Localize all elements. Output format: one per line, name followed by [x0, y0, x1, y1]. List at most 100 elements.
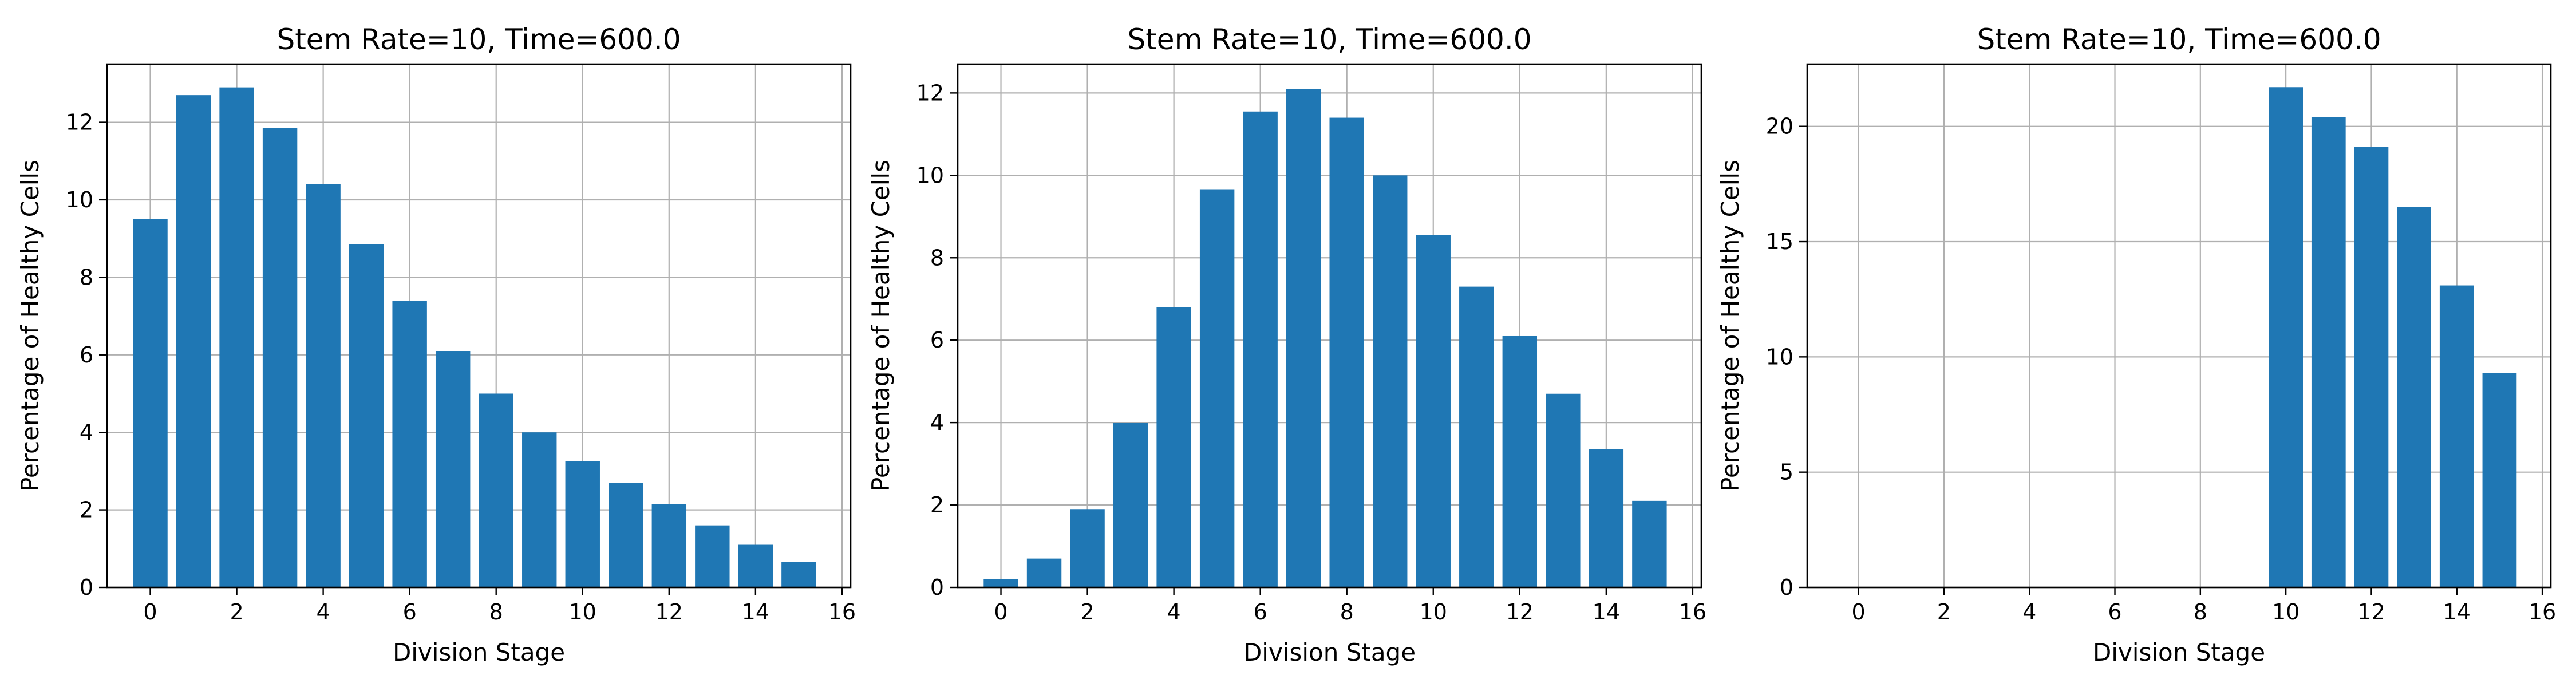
- x-axis-label: Division Stage: [393, 638, 565, 666]
- axes-frame: [957, 63, 1702, 589]
- x-tick-label: 14: [2443, 599, 2471, 625]
- bar: [435, 351, 471, 587]
- bar: [1070, 509, 1105, 587]
- bar: [2439, 285, 2474, 587]
- bar: [1502, 335, 1538, 587]
- y-tick-label: 2: [930, 492, 944, 518]
- chart-title: Stem Rate=10, Time=600.0: [1127, 23, 1531, 56]
- y-tick-label: 15: [1766, 229, 1793, 254]
- chart-title: Stem Rate=10, Time=600.0: [276, 23, 681, 56]
- bar: [1199, 189, 1235, 588]
- bar: [2269, 87, 2303, 588]
- x-tick-label: 12: [1506, 599, 1534, 625]
- x-tick-label: 2: [1937, 599, 1951, 625]
- y-tick-label: 6: [930, 327, 944, 353]
- x-tick-label: 6: [1254, 599, 1267, 625]
- bar: [479, 393, 513, 587]
- y-tick-label: 8: [930, 245, 944, 270]
- bar: [1329, 117, 1364, 587]
- bar: [1459, 286, 1494, 588]
- bar: [1026, 558, 1062, 587]
- x-axis-label: Division Stage: [2093, 638, 2265, 666]
- y-tick-label: 0: [1780, 575, 1793, 600]
- x-tick-label: 8: [489, 599, 503, 625]
- y-tick-label: 8: [80, 264, 93, 290]
- chart-panel-1: 0 2 4 6 8 10 12 14 16 0 2 4 6 8 10 12 Stem Rate=10, Time…: [16, 23, 856, 666]
- y-tick-label: 0: [80, 575, 93, 600]
- y-tick-label: 10: [916, 163, 944, 188]
- bar: [1546, 393, 1581, 587]
- x-tick-label: 6: [403, 599, 417, 625]
- bar: [2354, 147, 2389, 587]
- x-tick-label: 16: [828, 599, 856, 625]
- bar: [133, 219, 168, 587]
- bar: [1286, 89, 1321, 588]
- x-tick-label: 4: [317, 599, 330, 625]
- y-axis-label: Percentage of Healthy Cells: [1716, 160, 1744, 492]
- x-tick-label: 0: [994, 599, 1008, 625]
- x-tick-label: 14: [1593, 599, 1620, 625]
- bar: [219, 87, 254, 588]
- bar: [1156, 307, 1191, 587]
- y-tick-label: 0: [930, 575, 944, 600]
- x-axis-label: Division Stage: [1243, 638, 1416, 666]
- bar: [565, 461, 600, 587]
- y-tick-label: 12: [66, 110, 93, 135]
- y-tick-label: 6: [80, 342, 93, 368]
- x-tick-label: 10: [1420, 599, 1447, 625]
- y-tick-label: 4: [930, 410, 944, 435]
- chart-panel-2: 0 2 4 6 8 10 12 14 16 0 2 4 6 8 10 12 Stem Rate=10, Time…: [867, 23, 1706, 666]
- x-tick-label: 8: [1340, 599, 1354, 625]
- bar: [1589, 449, 1624, 587]
- x-tick-label: 2: [230, 599, 243, 625]
- x-tick-label: 14: [742, 599, 769, 625]
- y-tick-label: 12: [916, 80, 944, 105]
- bar: [1113, 423, 1148, 587]
- bar: [983, 579, 1018, 587]
- bar: [1416, 235, 1451, 587]
- bar: [392, 300, 427, 587]
- y-tick-label: 5: [1780, 460, 1793, 485]
- bar: [1243, 111, 1278, 587]
- x-tick-label: 2: [1080, 599, 1094, 625]
- y-axis-label: Percentage of Healthy Cells: [867, 160, 895, 492]
- bar: [651, 504, 687, 587]
- chart-title: Stem Rate=10, Time=600.0: [1977, 23, 2381, 56]
- x-tick-label: 10: [2272, 599, 2300, 625]
- bar: [695, 525, 730, 587]
- bar: [2397, 207, 2431, 587]
- x-tick-label: 4: [1167, 599, 1181, 625]
- bar: [738, 544, 773, 587]
- bar: [176, 95, 211, 587]
- x-tick-label: 12: [655, 599, 683, 625]
- x-tick-label: 4: [2022, 599, 2036, 625]
- x-tick-label: 16: [1679, 599, 1706, 625]
- bar: [522, 432, 557, 587]
- x-tick-label: 8: [2194, 599, 2207, 625]
- bar: [2482, 373, 2517, 587]
- x-tick-label: 10: [569, 599, 596, 625]
- x-tick-label: 0: [1851, 599, 1865, 625]
- axes-frame: [106, 63, 852, 589]
- y-tick-label: 20: [1766, 114, 1793, 139]
- bar: [1632, 500, 1667, 587]
- y-tick-label: 2: [80, 498, 93, 523]
- x-tick-label: 6: [2108, 599, 2121, 625]
- y-tick-label: 10: [66, 187, 93, 212]
- bar: [262, 128, 298, 587]
- bar: [781, 562, 816, 587]
- bar: [2311, 117, 2346, 588]
- chart-panel-3: 0 2 4 6 8 10 12 14 16 0 5 10 15 20 Stem Rate=10, Time=…: [1716, 23, 2556, 666]
- axes-frame: [1806, 63, 2552, 589]
- x-tick-label: 0: [143, 599, 157, 625]
- y-tick-label: 4: [80, 420, 93, 445]
- bar: [306, 184, 341, 587]
- bar: [349, 244, 384, 587]
- y-axis-label: Percentage of Healthy Cells: [16, 160, 44, 492]
- x-tick-label: 12: [2357, 599, 2385, 625]
- x-tick-label: 16: [2528, 599, 2556, 625]
- y-tick-label: 10: [1766, 344, 1793, 369]
- bar: [1373, 175, 1408, 588]
- bar: [609, 483, 643, 587]
